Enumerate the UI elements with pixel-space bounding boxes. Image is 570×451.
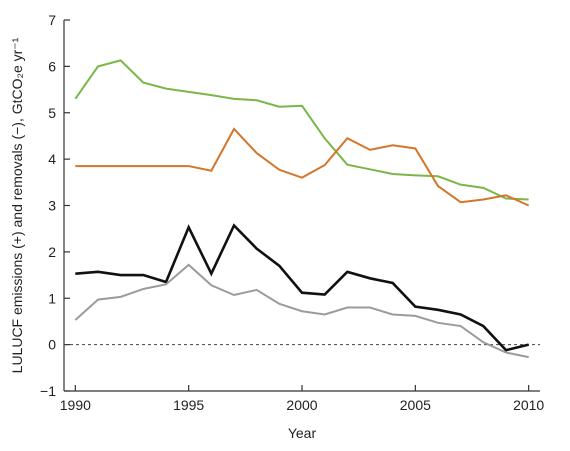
x-tick-label: 2005 [400,397,431,413]
y-tick-label: 5 [48,105,56,121]
series-line-2 [75,127,530,207]
y-tick-label: 4 [48,151,56,167]
y-tick-label: 1 [48,290,56,306]
x-tick-label: 1990 [60,397,91,413]
series-line-1 [74,59,529,201]
series-line-3 [75,223,529,352]
x-axis-label: Year [288,425,317,441]
x-tick-label: 2010 [513,397,544,413]
x-tick-label: 1995 [173,397,204,413]
series-line-4 [74,263,529,359]
y-tick-label: 0 [48,337,56,353]
y-axis-label: LULUCF emissions (+) and removals (−), G… [9,37,25,373]
y-tick-label: 6 [48,58,56,74]
y-tick-label: −1 [40,383,56,399]
y-tick-label: 7 [48,12,56,28]
axes: −1 0 1 2 3 4 5 6 7 1990 1995 2000 2005 2010 [40,12,544,413]
series-lines [74,59,530,359]
y-tick-label: 3 [48,198,56,214]
x-tick-label: 2000 [286,397,317,413]
y-tick-label: 2 [48,244,56,260]
